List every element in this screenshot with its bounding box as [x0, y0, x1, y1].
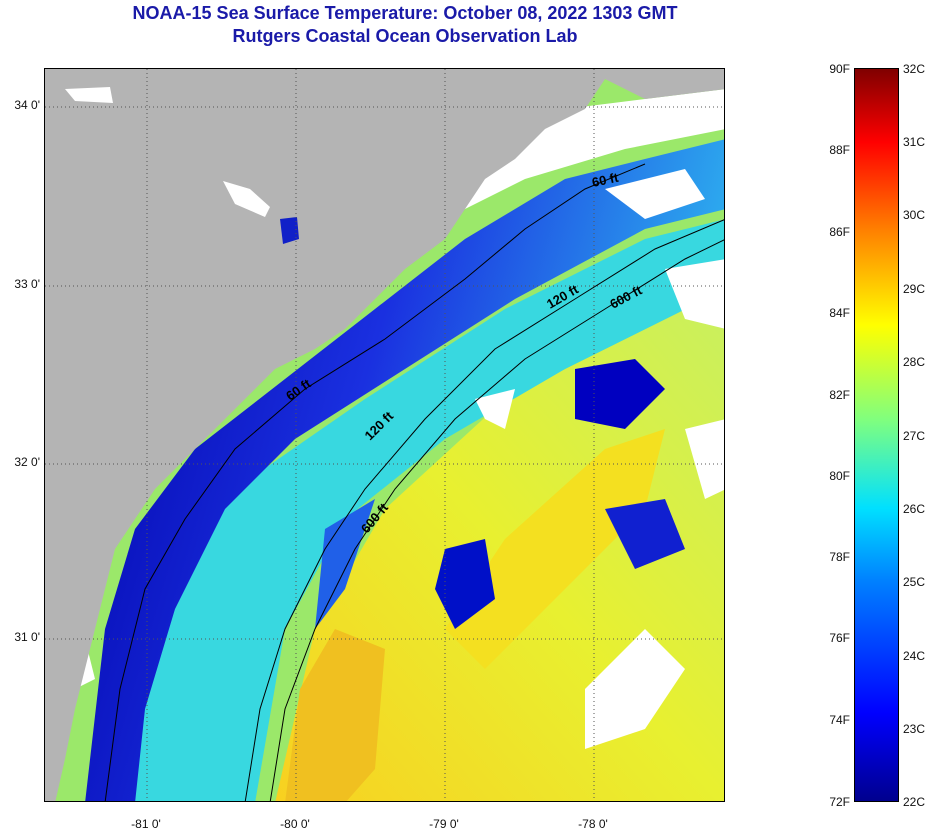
lon-label-80: -80 0': [280, 817, 310, 831]
lon-label-78: -78 0': [578, 817, 608, 831]
contour-600ft: [269, 239, 724, 801]
contour-60ft: [104, 163, 646, 801]
island-patch-2: [223, 181, 270, 217]
warm-core: [285, 629, 385, 801]
colorbar-c-32: 32C: [903, 62, 926, 76]
colorbar-f-82: 82F: [829, 388, 850, 402]
cold-streak: [315, 499, 375, 629]
cloud-7: [475, 389, 515, 429]
colorbar-f-74: 74F: [829, 713, 850, 727]
colorbar-f-90: 90F: [829, 62, 850, 76]
warm-core-2: [445, 429, 665, 669]
cloud-2: [605, 169, 705, 219]
colorbar-c-24: 24C: [903, 649, 926, 663]
colorbar-f-88: 88F: [829, 143, 850, 157]
cold-eddy-2: [435, 539, 495, 629]
lake: [280, 217, 299, 244]
cloud-3: [665, 259, 724, 329]
lat-label-32: 32 0': [14, 455, 40, 469]
colorbar-f-84: 84F: [829, 306, 850, 320]
lat-label-31: 31 0': [14, 630, 40, 644]
contour-120ft: [244, 219, 724, 801]
colorbar-c-26: 26C: [903, 502, 926, 516]
lat-label-33: 33 0': [14, 277, 40, 291]
colorbar-f-72: 72F: [829, 795, 850, 809]
colorbar-c-31: 31C: [903, 135, 926, 149]
lon-label-79: -79 0': [429, 817, 459, 831]
lat-label-34: 34 0': [14, 98, 40, 112]
map-title: NOAA-15 Sea Surface Temperature: October…: [132, 3, 678, 23]
cloud-5: [585, 629, 685, 749]
sst-map-canvas: 60 ft 60 ft 120 ft 120 ft 600 ft 600 ft: [45, 69, 724, 801]
colorbar-c-22: 22C: [903, 795, 926, 809]
island-patch-1: [65, 87, 113, 103]
lon-label-81: -81 0': [131, 817, 161, 831]
colorbar-f-80: 80F: [829, 469, 850, 483]
colorbar-c-29: 29C: [903, 282, 926, 296]
colorbar-c-28: 28C: [903, 355, 926, 369]
temperature-colorbar: [854, 68, 899, 802]
cloud-4: [685, 419, 724, 499]
colorbar-c-23: 23C: [903, 722, 926, 736]
cold-eddy-1: [575, 359, 665, 429]
colorbar-f-78: 78F: [829, 550, 850, 564]
colorbar-c-25: 25C: [903, 575, 926, 589]
colorbar-f-76: 76F: [829, 631, 850, 645]
colorbar-f-86: 86F: [829, 225, 850, 239]
colorbar-c-27: 27C: [903, 429, 926, 443]
colorbar-c-30: 30C: [903, 208, 926, 222]
contour-label-60ft-a: 60 ft: [591, 170, 621, 190]
land: [45, 69, 724, 801]
mid-shelf-water: [105, 219, 724, 801]
graticule: [45, 69, 724, 801]
sst-map[interactable]: 60 ft 60 ft 120 ft 120 ft 600 ft 600 ft: [44, 68, 725, 802]
map-subtitle: Rutgers Coastal Ocean Observation Lab: [232, 26, 578, 46]
cold-eddy-3: [605, 499, 685, 569]
